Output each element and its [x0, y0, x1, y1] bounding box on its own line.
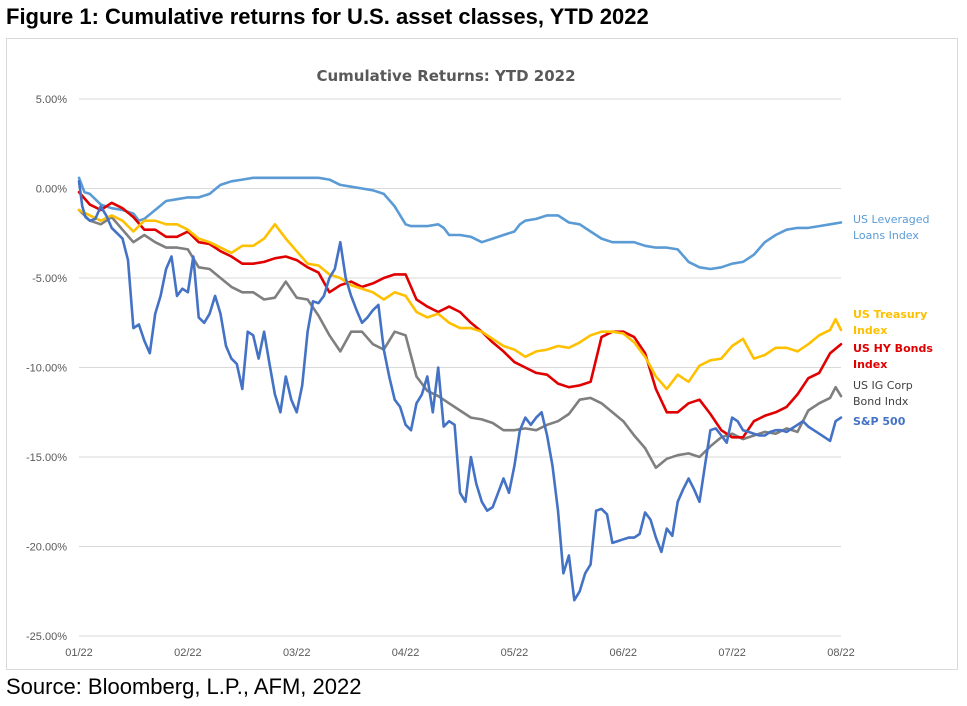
- series-line-hy-bonds: [77, 190, 843, 439]
- series-line-leveraged-loans: [77, 176, 843, 271]
- chart-title: Cumulative Returns: YTD 2022: [316, 67, 575, 85]
- legend-entry-treasury: US Treasury: [853, 308, 927, 321]
- y-tick-label: -25.00%: [26, 631, 67, 643]
- y-tick-label: -5.00%: [32, 273, 67, 285]
- chart-frame: Cumulative Returns: YTD 2022 5.00% 0.00% -…: [6, 38, 958, 670]
- legend-entry-sp500: S&P 500: [853, 415, 906, 428]
- y-axis-ticks: 5.00% 0.00% -5.00% -10.00% -15.00% -20.00% -25…: [26, 94, 67, 643]
- y-tick-label: -20.00%: [26, 542, 67, 554]
- series-line-treasury: [77, 208, 843, 391]
- legend-entry-hy-bonds: US HY Bonds: [853, 342, 933, 355]
- x-tick-label: 04/22: [392, 647, 420, 659]
- x-tick-label: 05/22: [501, 647, 529, 659]
- y-tick-label: 0.00%: [36, 184, 67, 196]
- series-line-ig-corp: [77, 208, 843, 470]
- x-tick-label: 01/22: [65, 647, 93, 659]
- series-lines: [77, 176, 843, 602]
- y-tick-label: -10.00%: [26, 363, 67, 375]
- legend-entry-leveraged-loans: US Leveraged: [853, 213, 930, 226]
- legend-entry-leveraged-loans: Loans Index: [853, 229, 919, 242]
- source-note: Source: Bloomberg, L.P., AFM, 2022: [6, 674, 362, 699]
- legend-entry-treasury: Index: [853, 324, 887, 337]
- grid-lines: [79, 98, 841, 637]
- x-axis-ticks: 01/22 02/22 03/22 04/22 05/22 06/22 07/22 08/22: [65, 647, 855, 659]
- legend-entry-hy-bonds: Index: [853, 358, 887, 371]
- x-tick-label: 07/22: [718, 647, 746, 659]
- y-tick-label: 5.00%: [36, 94, 67, 106]
- figure-title: Figure 1: Cumulative returns for U.S. as…: [6, 4, 649, 29]
- legend: US Leveraged Loans Index US Treasury Index U…: [853, 213, 933, 428]
- y-tick-label: -15.00%: [26, 452, 67, 464]
- line-chart: Cumulative Returns: YTD 2022 5.00% 0.00% -…: [26, 67, 933, 659]
- legend-entry-ig-corp: US IG Corp: [853, 379, 913, 392]
- series-line-sp500: [77, 180, 843, 602]
- x-tick-label: 02/22: [174, 647, 202, 659]
- x-tick-label: 03/22: [283, 647, 311, 659]
- legend-entry-ig-corp: Bond Indx: [853, 395, 909, 408]
- x-tick-label: 06/22: [610, 647, 638, 659]
- x-tick-label: 08/22: [827, 647, 855, 659]
